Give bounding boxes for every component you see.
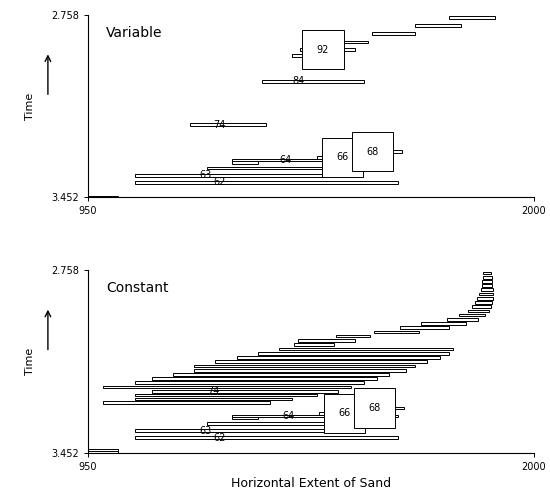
X-axis label: Horizontal Extent of Sand: Horizontal Extent of Sand <box>230 477 391 490</box>
Text: 68: 68 <box>368 403 381 413</box>
Bar <box>300 48 355 51</box>
Text: 64: 64 <box>282 411 294 421</box>
Bar <box>135 381 364 384</box>
Bar <box>338 41 368 43</box>
Bar <box>482 272 491 274</box>
Bar <box>351 150 402 153</box>
Bar <box>477 297 493 299</box>
Bar <box>135 174 351 177</box>
Bar <box>232 161 258 163</box>
Bar <box>103 401 271 404</box>
Bar <box>232 159 389 161</box>
Bar <box>482 280 492 283</box>
Text: Constant: Constant <box>106 281 168 295</box>
Bar <box>215 361 427 363</box>
Text: 66: 66 <box>338 408 350 418</box>
Bar <box>319 412 383 414</box>
Bar <box>258 352 449 355</box>
Bar <box>298 339 355 342</box>
Text: 62: 62 <box>213 178 226 188</box>
Text: 84: 84 <box>293 76 305 87</box>
Bar <box>372 32 415 35</box>
Text: 68: 68 <box>366 147 378 157</box>
Bar <box>472 305 491 308</box>
Text: 92: 92 <box>317 45 329 55</box>
Text: 62: 62 <box>213 433 226 443</box>
Bar <box>482 276 492 279</box>
Bar <box>292 54 326 57</box>
Bar <box>468 309 489 312</box>
Bar <box>194 369 406 372</box>
Bar <box>232 416 258 420</box>
Bar <box>475 301 492 304</box>
Bar <box>459 314 485 316</box>
Bar <box>152 377 377 380</box>
Bar <box>447 318 478 320</box>
Text: 74: 74 <box>208 386 220 396</box>
Bar <box>88 451 118 454</box>
Bar <box>400 326 449 329</box>
Bar <box>421 322 466 325</box>
Text: Variable: Variable <box>106 26 162 40</box>
Bar <box>317 156 381 159</box>
Bar <box>135 430 351 432</box>
Bar <box>262 80 364 82</box>
Bar <box>135 394 317 396</box>
Bar <box>135 398 292 400</box>
Text: Time: Time <box>25 348 35 375</box>
Bar <box>194 365 415 367</box>
Bar <box>481 289 493 291</box>
Bar <box>353 407 404 409</box>
Bar <box>173 373 389 376</box>
Bar <box>135 181 398 184</box>
Bar <box>190 123 266 126</box>
Bar <box>207 166 330 170</box>
Bar <box>88 449 118 451</box>
Text: 74: 74 <box>213 120 225 130</box>
Text: 64: 64 <box>279 155 292 165</box>
Bar <box>336 334 370 338</box>
Text: Time: Time <box>25 93 35 120</box>
Bar <box>152 390 338 392</box>
Bar <box>103 386 351 388</box>
Bar <box>482 284 492 287</box>
Text: 66: 66 <box>336 152 349 162</box>
Text: 63: 63 <box>200 426 212 436</box>
Bar <box>449 17 496 19</box>
Bar <box>135 437 398 439</box>
Bar <box>88 196 118 198</box>
Bar <box>236 356 440 359</box>
Bar <box>294 343 334 346</box>
Bar <box>279 348 453 351</box>
Bar <box>207 423 340 425</box>
Bar <box>375 330 419 333</box>
Bar <box>232 414 398 417</box>
Bar <box>415 24 461 27</box>
Bar <box>479 293 493 295</box>
Text: 63: 63 <box>200 171 212 181</box>
